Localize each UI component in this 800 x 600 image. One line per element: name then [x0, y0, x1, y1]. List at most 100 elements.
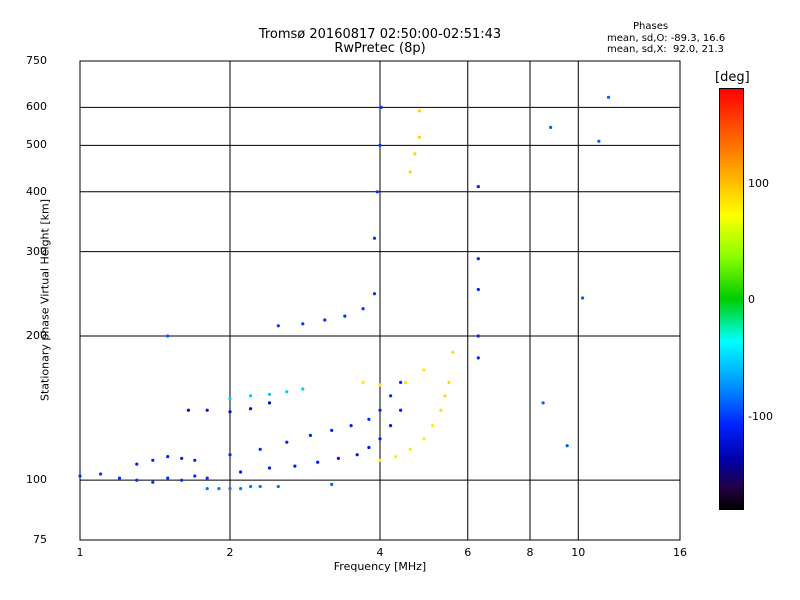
data-point: [399, 408, 403, 412]
data-point: [276, 484, 280, 489]
data-point: [422, 368, 426, 372]
x-tick-label: 4: [376, 546, 384, 559]
data-point: [239, 470, 243, 474]
y-tick-label: 750: [26, 54, 47, 67]
data-point: [228, 487, 232, 491]
data-point: [151, 480, 155, 484]
data-point: [99, 472, 103, 476]
y-tick-label: 400: [26, 184, 47, 198]
phase-stats-o: mean, sd,O: -89.3, 16.6: [607, 33, 726, 44]
data-point: [308, 433, 312, 437]
data-point: [408, 447, 412, 451]
data-point: [301, 387, 305, 391]
y-tick-label: 100: [26, 473, 47, 487]
data-point: [451, 350, 455, 354]
data-point: [606, 95, 611, 99]
x-tick-label: 8: [526, 546, 534, 559]
data-point: [408, 170, 412, 174]
data-point: [249, 394, 253, 398]
x-axis-label: Frequency [MHz]: [333, 560, 427, 573]
data-point: [549, 125, 553, 129]
data-point: [267, 466, 272, 470]
data-point: [375, 190, 379, 194]
y-tick-label: 500: [26, 138, 47, 152]
data-point: [394, 455, 398, 459]
data-point: [316, 460, 320, 464]
data-point: [565, 444, 569, 448]
data-point: [389, 424, 393, 428]
data-point: [258, 484, 262, 489]
data-point: [417, 109, 422, 113]
data-point: [372, 236, 377, 240]
data-point: [355, 453, 359, 457]
chart-subtitle: RwPretec (8p): [334, 41, 426, 56]
data-point: [372, 292, 377, 296]
y-tick-label: 200: [26, 328, 47, 342]
data-point: [285, 390, 289, 394]
data-point: [378, 383, 382, 387]
colorbar-tick: -100: [748, 410, 773, 423]
data-point: [135, 478, 139, 482]
data-point: [476, 257, 480, 261]
data-point: [205, 487, 209, 491]
x-tick-label: 6: [464, 546, 472, 559]
colorbar-tick: 0: [748, 293, 755, 306]
data-point: [205, 476, 209, 480]
data-point: [476, 334, 480, 338]
data-point: [135, 462, 139, 466]
data-point: [228, 397, 232, 401]
data-point: [180, 456, 184, 460]
data-point: [193, 474, 197, 478]
data-point: [186, 408, 190, 412]
data-point: [330, 428, 334, 432]
data-point: [443, 394, 447, 398]
data-point: [193, 458, 197, 462]
data-point: [228, 410, 232, 414]
data-point: [166, 455, 170, 459]
data-point: [239, 487, 243, 491]
y-tick-label: 600: [26, 100, 47, 114]
data-point: [267, 392, 272, 396]
data-point: [276, 324, 280, 328]
data-point: [361, 307, 365, 311]
data-point: [166, 476, 170, 480]
data-point: [439, 408, 443, 412]
data-point: [378, 408, 382, 412]
phase-stats-heading: Phases: [633, 21, 669, 32]
data-point: [378, 458, 382, 462]
data-point: [378, 437, 382, 441]
chart-title: Tromsø 20160817 02:50:00-02:51:43: [258, 27, 502, 42]
data-point: [267, 401, 272, 405]
data-point: [217, 487, 221, 491]
data-point: [476, 287, 480, 292]
data-point: [180, 478, 184, 482]
data-point: [379, 105, 383, 109]
data-point: [413, 152, 417, 156]
data-point: [399, 380, 403, 384]
data-point: [447, 380, 451, 384]
data-point: [403, 380, 408, 384]
x-tick-label: 1: [76, 546, 84, 559]
data-point: [361, 380, 365, 384]
data-point: [597, 139, 601, 143]
y-tick-label: 300: [26, 244, 47, 258]
data-point: [422, 437, 426, 441]
y-tick-label: 75: [33, 533, 47, 546]
y-axis-label: Stationary phase Virtual Height [km]: [38, 198, 52, 402]
data-point: [293, 464, 297, 468]
data-point: [301, 322, 305, 326]
data-point: [367, 445, 371, 450]
data-point: [258, 447, 262, 451]
data-point: [389, 394, 393, 398]
data-point: [349, 424, 353, 428]
data-point: [336, 456, 340, 460]
data-point: [285, 440, 289, 444]
data-point: [228, 453, 232, 457]
data-point: [378, 143, 382, 147]
colorbar: [719, 88, 744, 510]
data-point: [323, 318, 327, 322]
data-point: [78, 474, 82, 478]
data-point: [249, 484, 253, 489]
data-point: [367, 417, 371, 421]
